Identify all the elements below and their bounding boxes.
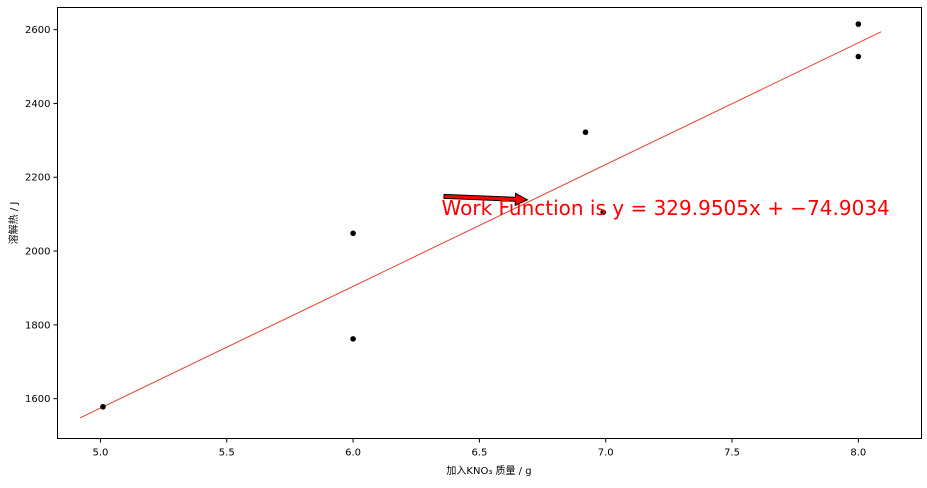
x-axis-ticks: 5.0 5.5 6.0 6.5 7.0 7.5 8.0 — [92, 438, 866, 459]
y-tick-label: 2400 — [25, 99, 50, 110]
x-tick-label: 6.0 — [345, 448, 361, 459]
x-axis-label: 加入KNO₃ 质量 / g — [446, 465, 531, 477]
y-axis-label: 溶解热 / J — [7, 202, 20, 245]
plot-frame — [57, 7, 922, 439]
annotation-arrow — [443, 192, 529, 207]
data-points-layer — [100, 21, 862, 410]
fit-line-layer — [80, 31, 882, 419]
x-tick-label: 7.0 — [598, 448, 614, 459]
data-point — [582, 129, 589, 136]
data-point — [600, 209, 606, 216]
x-tick-label: 5.0 — [92, 448, 108, 459]
annotation-text: Work Function is y = 329.9505x + −74.903… — [442, 196, 890, 220]
annotation-layer: Work Function is y = 329.9505x + −74.903… — [442, 192, 890, 220]
data-point — [350, 230, 356, 237]
x-tick-label: 7.5 — [724, 448, 740, 459]
plot-background — [57, 7, 922, 439]
y-tick-label: 2200 — [25, 173, 50, 184]
y-axis-ticks: 1600 1800 2000 2200 2400 2600 — [25, 25, 58, 405]
data-point — [350, 336, 356, 342]
fit-line — [80, 31, 882, 419]
data-point — [855, 21, 862, 27]
y-tick-label: 2000 — [25, 247, 50, 258]
x-tick-label: 8.0 — [850, 448, 866, 459]
y-tick-label: 1600 — [25, 394, 50, 405]
data-point — [100, 403, 106, 410]
data-point — [855, 53, 862, 60]
x-tick-label: 6.5 — [471, 448, 487, 459]
y-tick-label: 2600 — [25, 25, 50, 36]
y-tick-label: 1800 — [25, 320, 50, 331]
x-tick-label: 5.5 — [219, 448, 235, 459]
